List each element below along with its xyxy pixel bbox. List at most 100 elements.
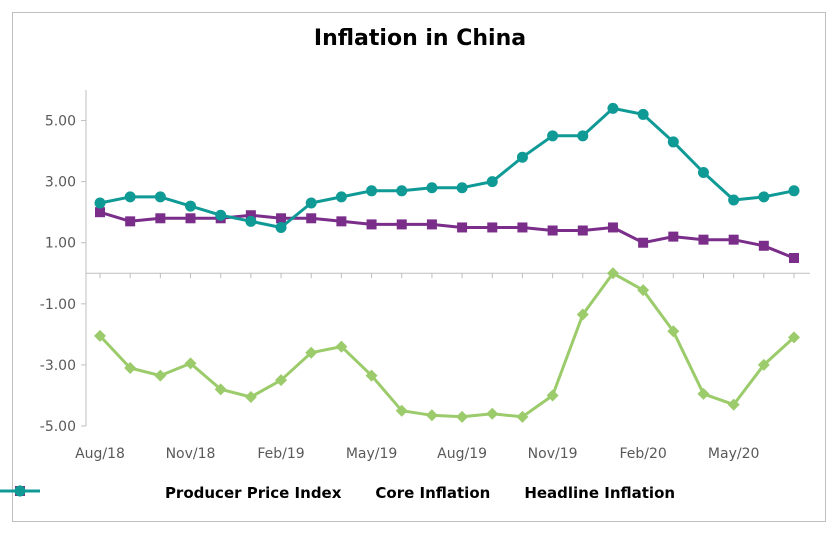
x-tick-label: Nov/18 [166,446,216,462]
data-point [125,216,136,227]
data-point [94,197,106,209]
y-tick-label: -3.00 [40,358,76,374]
data-point [697,387,710,400]
data-point [576,308,589,321]
data-point [606,267,619,280]
data-point [487,222,498,233]
y-tick-label: -1.00 [40,297,76,313]
data-point [275,374,288,387]
series-line [98,271,796,419]
data-point [335,191,347,203]
data-point [245,215,257,227]
x-tick-label: Nov/19 [528,446,578,462]
legend-item: Producer Price Index [0,484,342,502]
legend-swatch [0,485,40,497]
data-point [245,210,256,221]
data-point [215,209,227,221]
data-point [457,222,468,233]
data-point [547,225,558,236]
data-point [335,340,348,353]
data-point [668,231,679,242]
data-point [456,182,468,194]
series-core-inflation [95,207,799,263]
data-point [728,194,740,206]
x-tick-label: May/20 [708,446,759,462]
series-headline-inflation [94,102,800,233]
data-point [667,136,679,148]
data-point [758,240,769,251]
data-point [155,213,166,224]
data-point [124,191,136,203]
data-point [486,407,499,420]
data-point [486,176,498,188]
data-point [757,358,770,371]
data-point [305,197,317,209]
data-point [546,389,559,402]
x-tick-label: Aug/19 [437,446,487,462]
data-point [95,207,105,218]
data-point [154,369,167,382]
data-point [456,410,469,423]
data-point [396,219,407,230]
data-point [607,102,619,114]
legend-label: Producer Price Index [164,484,342,502]
x-tick-label: Aug/18 [75,446,125,462]
data-point [396,185,408,197]
x-tick-label: Feb/19 [257,446,304,462]
x-tick-label: May/19 [346,446,397,462]
series-line [99,106,795,229]
data-point [637,108,649,120]
data-point [366,185,378,197]
data-point [305,346,318,359]
data-point [336,216,347,227]
data-point [698,234,709,245]
data-point [276,213,287,224]
data-point [154,191,166,203]
data-point [547,130,559,142]
data-point [124,361,137,374]
data-point [789,253,799,263]
data-point [275,221,287,233]
chart-title: Inflation in China [313,26,527,51]
y-tick-label: 3.00 [45,175,76,191]
data-point [667,325,680,338]
data-point [395,404,408,417]
data-point [516,410,529,423]
data-point [214,383,227,396]
data-point [638,237,649,248]
data-point [366,219,377,230]
series-producer-price-index [94,267,800,423]
data-point [94,329,106,342]
data-point [184,357,197,370]
data-point [185,200,197,212]
data-point [426,219,437,230]
data-point [788,185,800,197]
y-tick-label: 5.00 [45,114,76,130]
legend-label: Core Inflation [375,484,491,502]
data-point [516,151,528,163]
chart-frame [12,12,826,522]
series-line [99,210,795,260]
data-point [788,331,800,344]
y-tick-label: 1.00 [45,236,76,252]
data-point [758,191,770,203]
y-tick-label: -5.00 [40,419,76,435]
data-point [306,213,317,224]
data-point [577,130,589,142]
x-tick-label: Feb/20 [619,446,666,462]
data-point [365,369,378,382]
data-point [637,284,650,297]
data-point [697,166,709,178]
data-point [426,182,438,194]
data-point [517,222,528,233]
data-point [728,234,739,245]
data-point [727,398,740,411]
chart-legend: Producer Price Index Core Inflation Headli… [0,484,840,502]
data-point [425,409,438,422]
legend-label: Headline Inflation [524,484,676,502]
data-point [607,222,618,233]
legend-item: Headline Inflation [0,484,676,502]
data-point [577,225,588,236]
data-point [244,390,257,403]
